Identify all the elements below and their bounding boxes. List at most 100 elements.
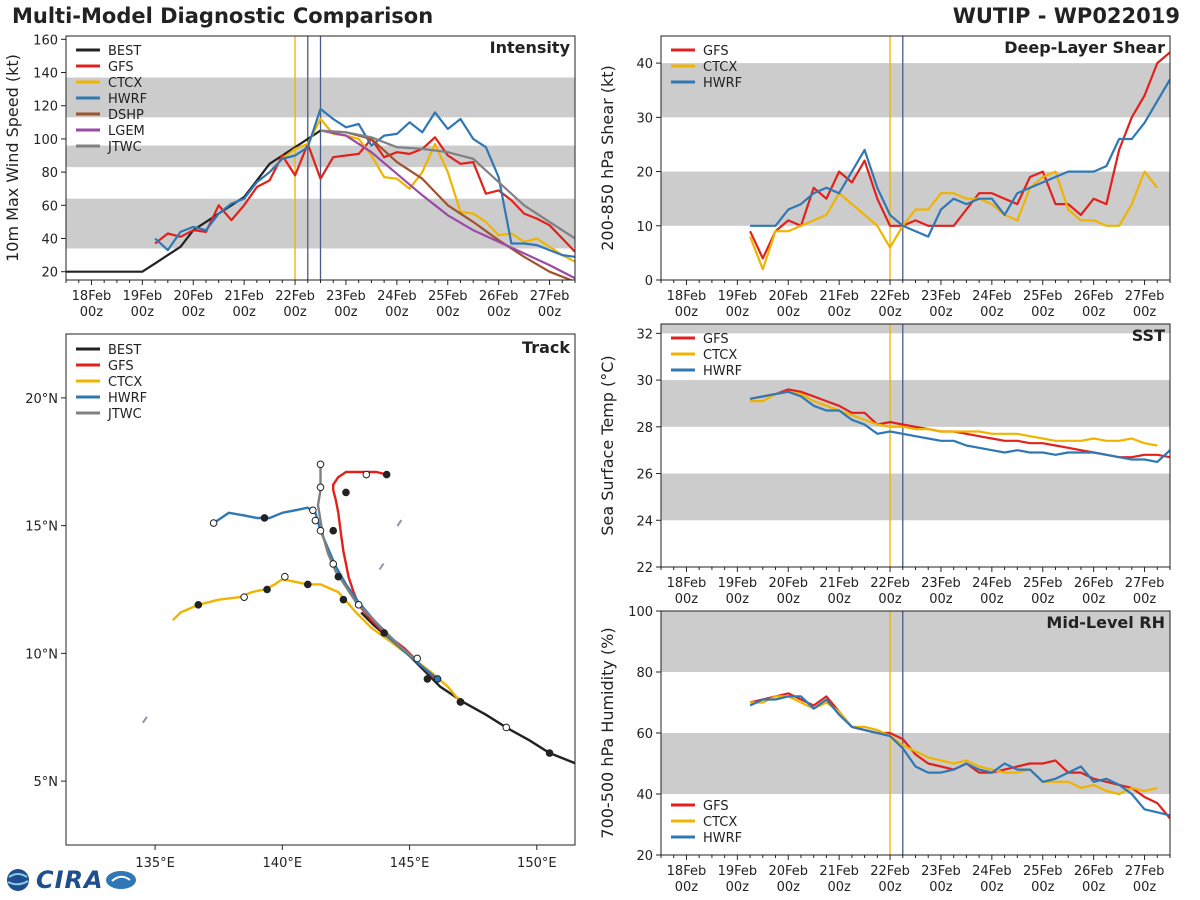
y-tick-label: 32 xyxy=(636,327,653,342)
x-tick-label: 18Feb xyxy=(667,576,707,591)
y-tick-label: 30 xyxy=(636,374,653,389)
x-tick-label: 00z xyxy=(929,305,953,320)
legend-label: CTCX xyxy=(108,375,142,390)
x-tick-label: 00z xyxy=(726,592,750,607)
x-tick-label: 23Feb xyxy=(326,289,366,304)
y-axis-label: 10m Max Wind Speed (kt) xyxy=(3,54,22,262)
panel-title: Track xyxy=(522,338,570,357)
legend-label: DSHP xyxy=(108,108,144,123)
track-marker xyxy=(423,675,432,683)
x-tick-label: 00z xyxy=(436,305,460,320)
x-tick-label: 27Feb xyxy=(530,289,570,304)
x-tick-label: 24Feb xyxy=(972,576,1012,591)
x-tick-label: 25Feb xyxy=(1023,864,1063,879)
shaded-band xyxy=(661,380,1170,427)
x-tick-label: 27Feb xyxy=(1125,576,1165,591)
island xyxy=(396,519,403,527)
panel-title: Intensity xyxy=(490,38,571,57)
y-tick-label: 40 xyxy=(636,57,653,72)
x-tick-label: 00z xyxy=(726,305,750,320)
panel-frame xyxy=(65,333,576,846)
legend-label: HWRF xyxy=(108,92,147,107)
y-tick-label: 20 xyxy=(636,849,653,864)
legend-label: CTCX xyxy=(703,348,737,363)
track-marker xyxy=(342,488,350,497)
x-tick-label: 00z xyxy=(1031,880,1055,895)
y-tick-label: 80 xyxy=(636,666,653,681)
x-tick-label: 22Feb xyxy=(870,576,910,591)
legend-label: CTCX xyxy=(108,76,142,91)
x-tick-label: 00z xyxy=(980,592,1004,607)
x-tick-label: 27Feb xyxy=(1125,864,1165,879)
legend-label: JTWC xyxy=(107,140,142,155)
cira-logo: CIRA xyxy=(4,866,138,894)
y-tick-label: 22 xyxy=(636,561,653,576)
track-marker xyxy=(502,723,511,732)
x-tick-label: 00z xyxy=(1082,305,1106,320)
x-tick-label: 00z xyxy=(232,305,256,320)
y-axis-label: 200-850 hPa Shear (kt) xyxy=(598,65,617,251)
y-tick-label: 28 xyxy=(636,421,653,436)
y-tick-label: 30 xyxy=(636,111,653,126)
y-tick-label: 40 xyxy=(41,233,58,248)
x-tick-label: 20Feb xyxy=(768,289,808,304)
x-tick-label: 00z xyxy=(777,305,801,320)
x-tick-label: 00z xyxy=(878,592,902,607)
x-tick-label: 00z xyxy=(1031,305,1055,320)
x-tick-label: 26Feb xyxy=(1074,289,1114,304)
y-tick-label: 120 xyxy=(33,100,58,115)
x-tick-label: 135°E xyxy=(135,856,175,871)
x-tick-label: 00z xyxy=(80,305,104,320)
x-tick-label: 18Feb xyxy=(667,864,707,879)
x-tick-label: 00z xyxy=(726,880,750,895)
panel-title: Mid-Level RH xyxy=(1046,613,1165,632)
x-tick-label: 00z xyxy=(283,305,307,320)
series-line-hwrf xyxy=(750,78,1170,238)
legend-label: CTCX xyxy=(703,60,737,75)
legend-label: GFS xyxy=(703,44,729,59)
series-line-hwrf xyxy=(749,695,1170,817)
y-tick-label: 60 xyxy=(636,727,653,742)
x-tick-label: 27Feb xyxy=(1125,289,1165,304)
x-tick-label: 00z xyxy=(538,305,562,320)
series-line-hwrf xyxy=(749,390,1170,463)
legend-label: GFS xyxy=(703,799,729,814)
x-tick-label: 00z xyxy=(131,305,155,320)
track-marker xyxy=(339,595,348,604)
x-tick-label: 00z xyxy=(487,305,511,320)
y-tick-label: 40 xyxy=(636,788,653,803)
track-marker xyxy=(380,629,388,637)
x-tick-label: 21Feb xyxy=(819,576,859,591)
x-tick-label: 20Feb xyxy=(173,289,213,304)
globe-icon xyxy=(7,869,29,891)
track-marker xyxy=(334,572,343,581)
track-marker xyxy=(316,526,325,535)
track-marker xyxy=(354,601,363,609)
y-axis-label: Sea Surface Temp (°C) xyxy=(598,355,617,535)
y-tick-label: 100 xyxy=(33,133,58,148)
y-tick-label: 10°N xyxy=(25,647,58,662)
shaded-band xyxy=(661,324,1170,334)
x-tick-label: 00z xyxy=(827,880,851,895)
shaded-band xyxy=(661,171,1170,226)
legend-label: HWRF xyxy=(703,831,742,846)
x-tick-label: 23Feb xyxy=(921,864,961,879)
x-tick-label: 19Feb xyxy=(123,289,163,304)
track-marker xyxy=(260,514,269,522)
x-tick-label: 21Feb xyxy=(819,864,859,879)
x-tick-label: 145°E xyxy=(390,856,430,871)
x-tick-label: 00z xyxy=(675,592,699,607)
legend-label: BEST xyxy=(108,343,141,358)
track-marker xyxy=(362,470,371,479)
x-tick-label: 20Feb xyxy=(768,864,808,879)
x-tick-label: 00z xyxy=(675,880,699,895)
track-marker xyxy=(194,601,203,609)
x-tick-label: 00z xyxy=(334,305,358,320)
x-tick-label: 00z xyxy=(777,880,801,895)
x-tick-label: 00z xyxy=(929,592,953,607)
track-marker xyxy=(311,516,320,525)
series-line-ctcx xyxy=(749,170,1159,271)
series-line-jtwc xyxy=(320,129,575,240)
series-line-ctcx xyxy=(750,390,1158,447)
